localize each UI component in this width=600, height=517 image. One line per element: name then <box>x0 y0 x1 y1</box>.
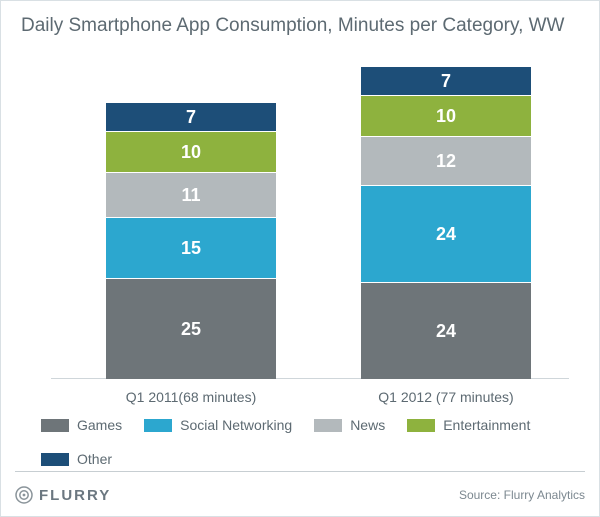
bar: 242412107 <box>361 67 531 379</box>
bar-segment: 12 <box>361 136 531 185</box>
legend-label: Games <box>77 417 122 433</box>
bar-segment: 11 <box>106 172 276 217</box>
bar-segment: 24 <box>361 282 531 379</box>
legend-item: Games <box>41 417 122 433</box>
legend-label: Social Networking <box>180 417 292 433</box>
legend-item: Entertainment <box>407 417 530 433</box>
x-axis-label: Q1 2011(68 minutes) <box>81 389 301 405</box>
bar-segment: 24 <box>361 185 531 282</box>
brand-text: FLURRY <box>39 487 111 504</box>
bar: 251511107 <box>106 103 276 379</box>
legend-swatch <box>314 419 342 432</box>
legend-item: Social Networking <box>144 417 292 433</box>
chart-card: Daily Smartphone App Consumption, Minute… <box>0 0 600 517</box>
legend-label: Other <box>77 451 112 467</box>
legend-swatch <box>407 419 435 432</box>
bar-segment: 10 <box>361 95 531 136</box>
bar-segment: 7 <box>106 103 276 131</box>
legend: Games Social Networking News Entertainment O… <box>1 413 599 467</box>
bar-segment: 15 <box>106 217 276 278</box>
legend-swatch <box>41 419 69 432</box>
footer: FLURRY Source: Flurry Analytics <box>15 486 585 504</box>
legend-item: News <box>314 417 385 433</box>
bar-segment: 7 <box>361 67 531 95</box>
legend-item: Other <box>41 451 112 467</box>
source-text: Source: Flurry Analytics <box>459 488 585 502</box>
bar-segment: 25 <box>106 278 276 379</box>
bar-segment: 10 <box>106 131 276 172</box>
brand: FLURRY <box>15 486 111 504</box>
brand-icon <box>15 486 33 504</box>
legend-swatch <box>144 419 172 432</box>
legend-label: Entertainment <box>443 417 530 433</box>
legend-swatch <box>41 453 69 466</box>
chart-plot-area: 251511107Q1 2011(68 minutes)242412107Q1 … <box>1 43 599 413</box>
x-axis-label: Q1 2012 (77 minutes) <box>336 389 556 405</box>
footer-divider <box>15 471 585 472</box>
chart-title: Daily Smartphone App Consumption, Minute… <box>1 1 599 43</box>
legend-label: News <box>350 417 385 433</box>
